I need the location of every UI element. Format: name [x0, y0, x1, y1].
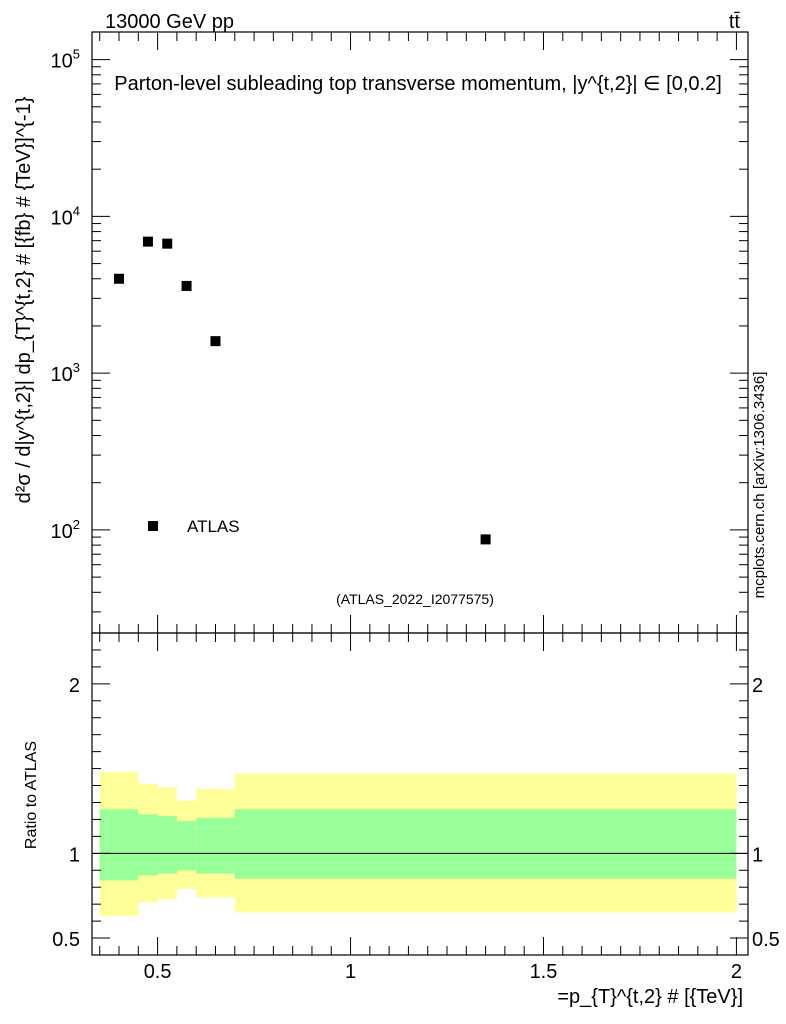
y-tick-label: 102: [51, 517, 80, 543]
data-point-atlas-2: [162, 238, 173, 249]
x-tick-label: 1: [345, 961, 356, 983]
x-tick-label: 1.5: [530, 961, 558, 983]
x-tick-label: 2: [731, 961, 742, 983]
main-panel: 102 103 104 105: [51, 31, 749, 634]
ratio-y-axis-label: Ratio to ATLAS: [23, 741, 40, 849]
ratio-y-tick-label-left: 1: [69, 844, 80, 866]
data-point-atlas-0: [114, 273, 125, 284]
y-tick-label: 103: [51, 360, 80, 386]
x-tick-label: 0.5: [144, 961, 172, 983]
data-point-atlas-4: [210, 336, 221, 347]
analysis-watermark: (ATLAS_2022_I2077575): [336, 591, 494, 607]
ratio-panel: 0.5 1 1.5 2 0.5 0.5 1 1 2 2: [52, 632, 780, 983]
green-band-bin-4: [196, 817, 235, 874]
y-axis-label: d²σ / d|y^{t,2}| dp_{T}^{t,2} # [{fb} # …: [13, 96, 35, 503]
x-axis-label: =p_{T}^{t,2} # [{TeV}]: [557, 986, 743, 1008]
legend-label-atlas: ATLAS: [187, 517, 240, 536]
chart-title: Parton-level subleading top transverse m…: [114, 73, 722, 95]
data-point-atlas-3: [181, 280, 192, 291]
data-point-atlas-1: [142, 236, 153, 247]
ratio-y-tick-label-right: 1: [752, 844, 763, 866]
ratio-y-tick-label-left: 0.5: [52, 929, 80, 951]
ratio-plot-frame: [91, 632, 749, 956]
source-side-label: mcplots.cern.ch [arXiv:1306.3436]: [751, 372, 768, 599]
main-plot-frame: [91, 31, 749, 634]
y-tick-label: 104: [51, 203, 80, 229]
y-tick-label: 105: [51, 47, 80, 73]
ratio-y-tick-label-right: 0.5: [752, 929, 780, 951]
green-band-bin-0: [99, 809, 139, 881]
green-band-bin-3: [176, 821, 197, 871]
legend: ATLAS: [148, 517, 240, 536]
green-band-bin-1: [138, 814, 158, 876]
data-point-atlas-5: [480, 534, 491, 545]
ratio-y-tick-label-right: 2: [752, 675, 763, 697]
legend-marker-atlas: [148, 521, 158, 531]
ratio-y-tick-label-left: 2: [69, 675, 80, 697]
process-label: tt̄: [729, 11, 741, 33]
energy-label: 13000 GeV pp: [105, 11, 234, 33]
green-band-bin-2: [157, 816, 177, 874]
green-band-bin-5: [234, 809, 737, 879]
